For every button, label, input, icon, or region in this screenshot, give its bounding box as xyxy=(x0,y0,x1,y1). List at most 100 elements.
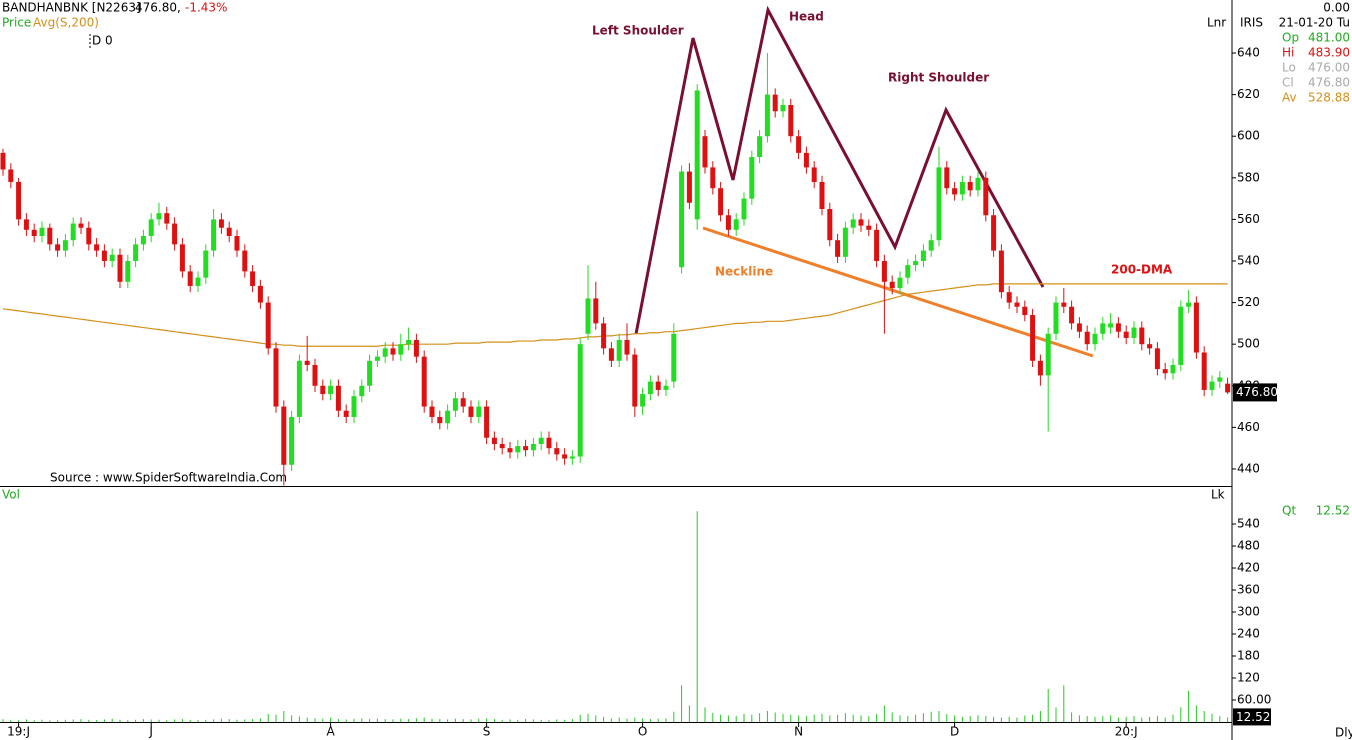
candle-body xyxy=(218,219,224,228)
candle-body xyxy=(718,188,724,216)
candle-body xyxy=(686,171,692,203)
candle-body xyxy=(515,446,521,453)
y-tick-label: 620 xyxy=(1237,87,1260,101)
pattern-line xyxy=(634,5,1045,335)
x-tick-label: N xyxy=(794,725,803,739)
candle-body xyxy=(725,215,731,230)
candle-body xyxy=(647,381,653,395)
candle-body xyxy=(125,260,131,282)
candle-body xyxy=(296,360,302,417)
candle-body xyxy=(679,171,685,268)
candle-body xyxy=(1084,331,1090,345)
candle-body xyxy=(203,250,209,278)
candle-body xyxy=(250,271,256,286)
candle-body xyxy=(1225,383,1231,393)
info-change: 0.00 xyxy=(1323,1,1350,15)
candle-body xyxy=(16,181,22,220)
candle-body xyxy=(226,227,232,237)
candle-body xyxy=(117,254,123,282)
candle-body xyxy=(374,356,380,361)
candle-body xyxy=(78,223,84,228)
candle-body xyxy=(772,94,778,112)
info-label: Lo xyxy=(1282,61,1296,75)
candle-body xyxy=(1108,323,1114,328)
candle-body xyxy=(101,250,107,261)
candle-body xyxy=(858,219,864,226)
candle-body xyxy=(601,323,607,349)
candle-body xyxy=(335,385,341,411)
candle-body xyxy=(491,437,497,444)
x-tick-label: D xyxy=(950,725,959,739)
candle-body xyxy=(1186,302,1192,307)
candle-body xyxy=(1014,302,1020,307)
price: 476.80, xyxy=(135,1,181,15)
candle-body xyxy=(554,448,560,455)
candle-body xyxy=(757,136,763,158)
candle-body xyxy=(803,152,809,168)
candle-body xyxy=(1123,331,1129,338)
candle-body xyxy=(23,219,29,230)
y-tick-label: 560 xyxy=(1237,212,1260,226)
candle-body xyxy=(156,213,162,220)
candle-body xyxy=(944,167,950,189)
info-label: Cl xyxy=(1282,76,1294,90)
candle-body xyxy=(796,136,802,153)
candle-body xyxy=(55,244,61,251)
candle-body xyxy=(1076,323,1082,332)
candle-body xyxy=(109,254,115,261)
candle-body xyxy=(780,105,786,112)
candle-body xyxy=(148,219,154,237)
candle-body xyxy=(530,443,536,451)
last-price-label: 476.80 xyxy=(1236,385,1278,399)
candle-body xyxy=(881,260,887,282)
candle-body xyxy=(1147,344,1153,349)
candle-body xyxy=(569,456,575,459)
candle-body xyxy=(1162,369,1168,374)
candle-body xyxy=(1006,292,1012,303)
candle-body xyxy=(289,416,295,465)
candle-body xyxy=(320,385,326,395)
candle-body xyxy=(952,188,958,195)
candle-body xyxy=(312,364,318,386)
candle-body xyxy=(94,244,100,251)
panel-name: IRIS xyxy=(1240,16,1263,30)
candle-body xyxy=(273,348,279,407)
candle-body xyxy=(257,285,263,303)
candle-body xyxy=(351,396,357,417)
candle-body xyxy=(655,381,661,390)
y-tick-label: 520 xyxy=(1237,295,1260,309)
y-tick-label: 420 xyxy=(1237,561,1260,575)
candle-body xyxy=(959,181,965,195)
candle-body xyxy=(1209,381,1215,390)
candle-body xyxy=(265,302,271,349)
candle-body xyxy=(788,105,794,137)
candle-body xyxy=(546,437,552,449)
y-tick-label: 580 xyxy=(1237,170,1260,184)
candle-body xyxy=(452,398,458,411)
candle-body xyxy=(936,167,942,241)
candle-body xyxy=(905,265,911,278)
annotation: Right Shoulder xyxy=(888,71,989,85)
candle-body xyxy=(1154,348,1160,370)
candle-body xyxy=(850,219,856,228)
candle-body xyxy=(913,260,919,266)
candle-body xyxy=(304,360,310,365)
last-volume-box xyxy=(1233,708,1271,726)
candle-body xyxy=(70,223,76,241)
candle-body xyxy=(538,437,544,444)
candle-body xyxy=(445,410,451,424)
scale-mode: Lnr xyxy=(1207,16,1226,30)
neckline xyxy=(702,226,1094,358)
candle-body xyxy=(39,227,45,237)
candle-body xyxy=(359,385,365,397)
candle-body xyxy=(616,340,622,361)
candle-body xyxy=(1170,364,1176,374)
candle-body xyxy=(1030,315,1036,361)
candle-body xyxy=(593,298,599,324)
candle-body xyxy=(928,240,934,251)
qt-value: 12.52 xyxy=(1316,504,1350,518)
y-tick-label: 460 xyxy=(1237,420,1260,434)
y-tick-label: 60.00 xyxy=(1237,693,1271,707)
candle-body xyxy=(663,385,669,390)
candle-body xyxy=(195,277,201,286)
